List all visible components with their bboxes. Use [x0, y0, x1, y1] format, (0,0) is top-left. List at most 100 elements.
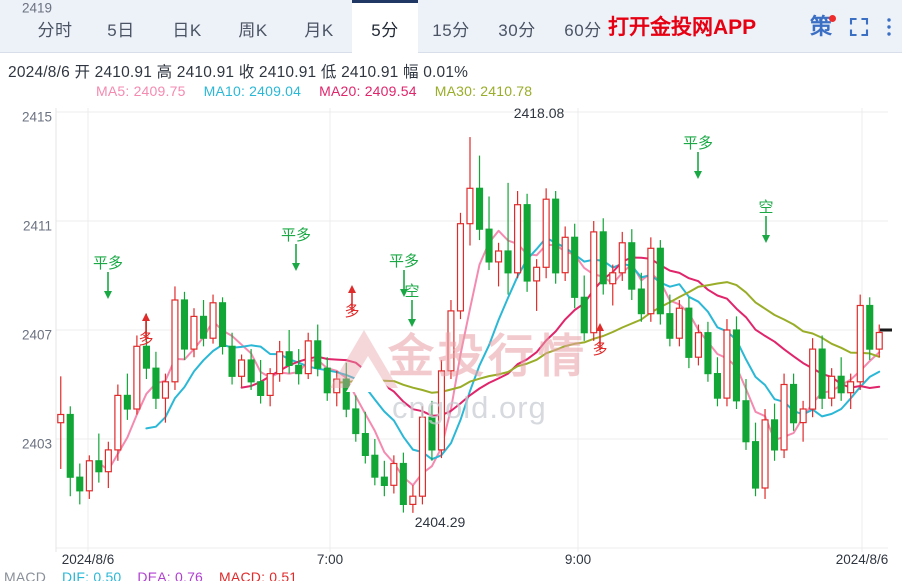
period-tabbar: 分时 5日 日K 周K 月K 5分 15分 30分 60分 打开金投网APP 策 — [0, 0, 902, 53]
candle-body — [628, 242, 636, 290]
fullscreen-icon[interactable] — [848, 16, 870, 38]
candle-body — [57, 413, 65, 424]
candle — [647, 237, 655, 322]
candle-body — [104, 449, 112, 473]
trade-annotation-label: 平多 — [93, 255, 123, 272]
period-tab-0[interactable]: 分时 — [22, 0, 88, 53]
candle-body — [380, 476, 388, 487]
price-axis-tick: 2419 — [21, 0, 52, 16]
trade-annotation: 平多 — [389, 253, 419, 297]
time-axis-tick: 9:00 — [564, 552, 592, 567]
period-tab-6[interactable]: 15分 — [418, 0, 484, 53]
period-tab-label: 周K — [238, 20, 268, 40]
trade-annotation: 多 — [138, 313, 154, 348]
macd-legend-item-dif: DIF: 0.50 — [62, 569, 122, 581]
ma-legend: MA5: 2409.75 MA10: 2409.04 MA20: 2409.54 MA… — [96, 83, 550, 99]
candle — [304, 332, 312, 380]
candle-body — [647, 247, 655, 315]
candle — [333, 370, 341, 407]
candle-body — [123, 394, 131, 410]
trade-annotation: 空 — [404, 283, 420, 327]
candle — [161, 373, 170, 423]
candle-body — [323, 367, 331, 394]
peak-price-label: 2418.08 — [514, 105, 565, 121]
period-tab-label: 5日 — [107, 20, 135, 40]
candle — [675, 300, 683, 347]
candle — [590, 221, 598, 341]
candle-body — [85, 460, 93, 492]
more-menu-icon[interactable] — [886, 16, 892, 38]
candle-body — [180, 299, 189, 350]
candle — [437, 359, 446, 459]
arrow-down-head — [408, 319, 416, 327]
period-tab-label: 日K — [172, 20, 202, 40]
trade-annotation: 空 — [758, 199, 774, 243]
open-app-promo[interactable]: 打开金投网APP — [608, 16, 757, 39]
candle-body — [142, 345, 151, 369]
candle-body — [713, 373, 722, 399]
candle-body — [476, 187, 484, 230]
candle-body — [666, 313, 674, 339]
candle-body — [485, 228, 493, 263]
candle — [713, 357, 722, 407]
candle — [628, 229, 636, 301]
candle — [704, 321, 712, 382]
candle — [171, 286, 179, 390]
candle — [751, 422, 760, 497]
candle-body — [428, 416, 436, 451]
candle-body — [437, 370, 446, 451]
candle — [428, 400, 436, 461]
arrow-up-head — [348, 285, 356, 293]
candle — [847, 373, 855, 410]
period-tab-1[interactable]: 5日 — [88, 0, 154, 53]
time-axis: 2024/8/6 7:00 9:00 2024/8/6 — [0, 552, 902, 572]
candle-body — [66, 413, 74, 478]
arrow-down-head — [104, 291, 112, 299]
candle-body — [761, 419, 769, 489]
chart-area: 2418.08 2404.29 平多多平多多平多空多平多空 — [0, 104, 902, 552]
time-axis-tick: 7:00 — [316, 552, 344, 567]
candle — [799, 400, 807, 442]
strategy-icon[interactable]: 策 — [810, 14, 836, 38]
candle-body — [171, 299, 179, 383]
trade-annotation-label: 空 — [404, 283, 419, 300]
candle — [571, 223, 579, 309]
candle-body — [809, 348, 817, 410]
candle — [447, 300, 455, 380]
candle — [580, 275, 588, 341]
candle-body — [590, 231, 598, 334]
candle-body — [533, 266, 541, 282]
candle — [495, 242, 503, 287]
candle — [114, 384, 122, 461]
period-tab-2[interactable]: 日K — [154, 0, 220, 53]
arrow-up-head — [596, 323, 604, 331]
candle — [247, 349, 255, 390]
candle-body — [257, 381, 265, 396]
candle — [200, 300, 208, 347]
arrow-up-head — [142, 313, 150, 321]
period-tab-4[interactable]: 月K — [286, 0, 352, 53]
price-axis-tick: 2407 — [21, 327, 52, 343]
candle — [95, 433, 103, 483]
candle-body — [694, 332, 703, 358]
ma-line-ma30 — [335, 281, 881, 394]
candle-body — [571, 236, 579, 298]
candle — [561, 226, 569, 281]
candle-body — [333, 378, 341, 394]
period-tab-7[interactable]: 30分 — [484, 0, 550, 53]
ma-legend-item-ma10: MA10: 2409.04 — [203, 83, 302, 99]
candle-body — [76, 476, 84, 492]
candle — [57, 376, 65, 469]
candle-body — [161, 381, 170, 399]
candle-body — [466, 187, 474, 225]
candle-body — [780, 383, 788, 451]
candle — [190, 308, 198, 358]
period-tab-8[interactable]: 60分 — [550, 0, 616, 53]
period-tab-5[interactable]: 5分 — [352, 0, 418, 53]
candle-body — [276, 351, 284, 375]
period-tab-label: 30分 — [498, 20, 536, 40]
period-tab-3[interactable]: 周K — [220, 0, 286, 53]
candle-body — [352, 408, 360, 435]
macd-legend-item-dea: DEA: 0.76 — [137, 569, 204, 581]
candle-body — [799, 408, 807, 424]
